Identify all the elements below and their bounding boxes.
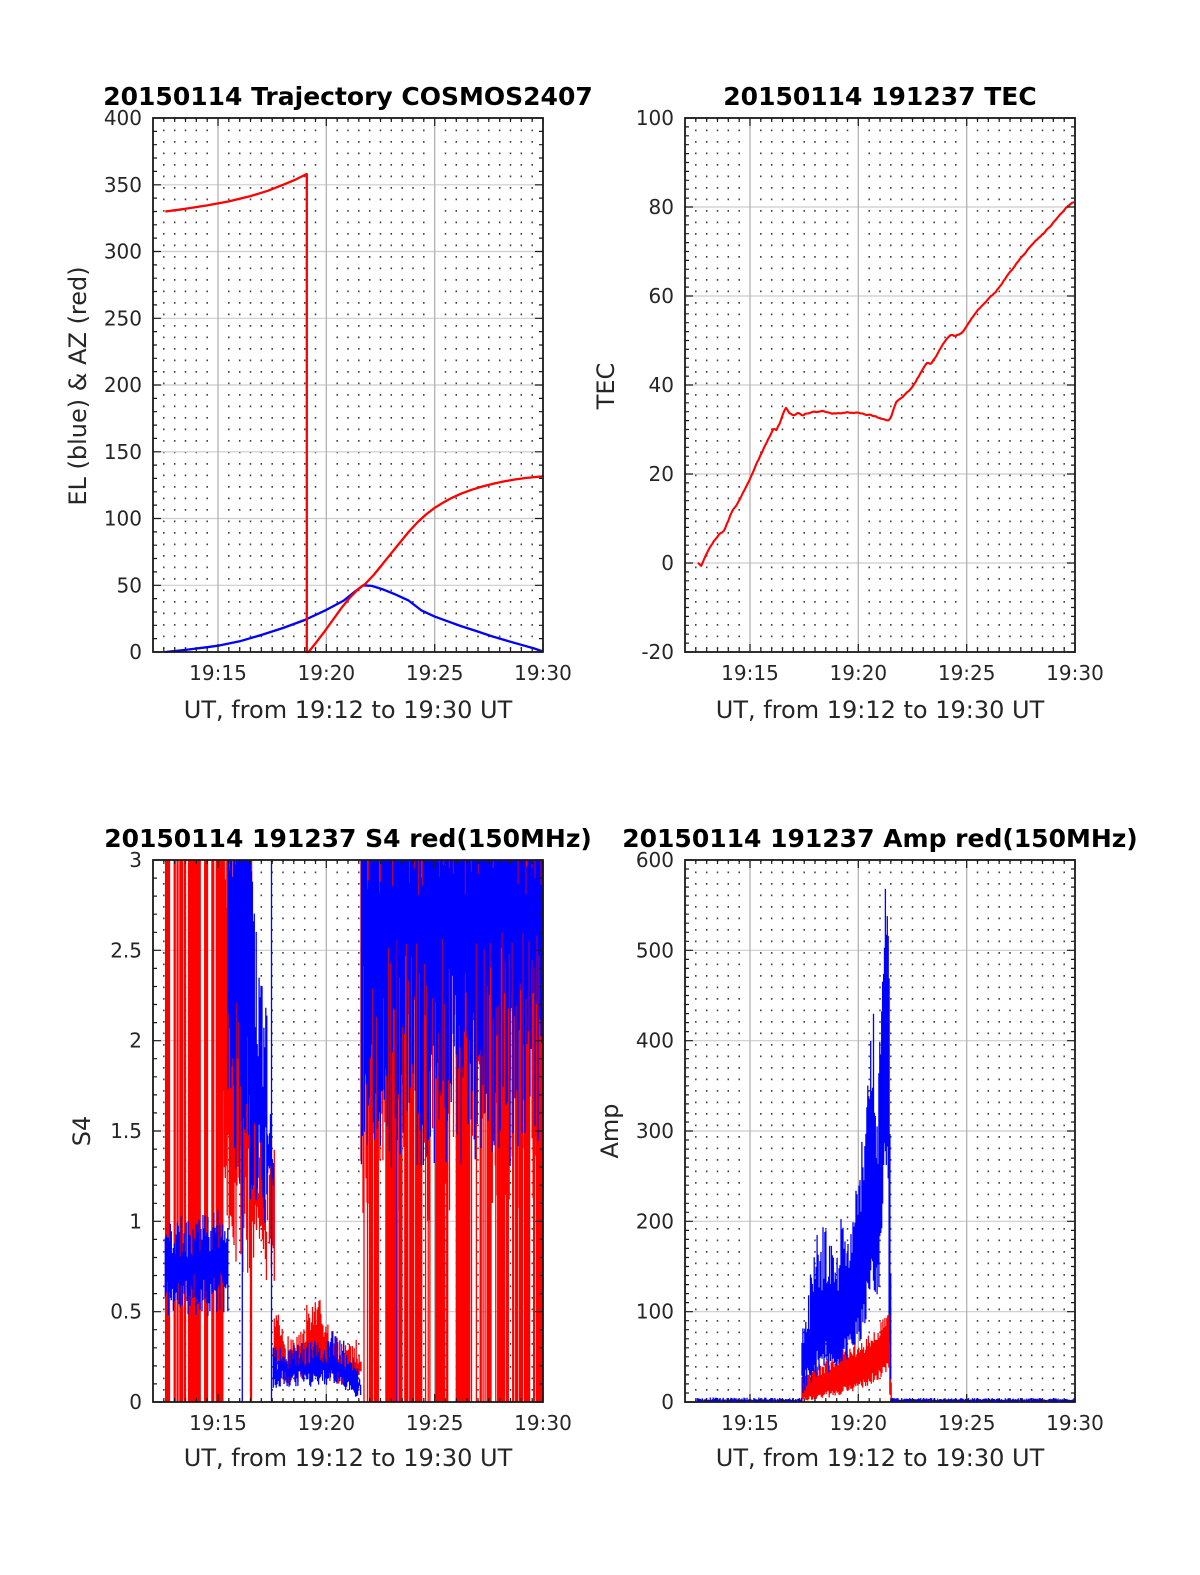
- y-tick-label: 200: [636, 1209, 674, 1233]
- y-tick-label: 600: [636, 848, 674, 872]
- y-axis-label-tec: TEC: [592, 362, 620, 410]
- x-tick-label: 19:20: [298, 661, 356, 685]
- panel-tec: 19:15 19:20 19:25 19:30 -20 0 20 40 60 80 100: [636, 106, 1104, 685]
- series-TEC-red: [697, 201, 1075, 567]
- series-EL-blue: [165, 584, 544, 654]
- y-tick-label: 2.5: [110, 938, 142, 962]
- panel-trajectory: 19:15 19:20 19:25 19:30 0 50 100 150 200 250 300 35…: [104, 106, 572, 685]
- y-tick-label: 300: [104, 240, 142, 264]
- y-tick-label: 250: [104, 306, 142, 330]
- y-tick-label: 400: [104, 106, 142, 130]
- y-axis-label-s4: S4: [68, 1115, 96, 1147]
- chart-title-s4: 20150114 191237 S4 red(150MHz): [104, 824, 592, 853]
- y-axis-label-amp: Amp: [596, 1103, 624, 1159]
- x-tick-label: 19:25: [406, 1411, 464, 1435]
- x-tick-label: 19:15: [721, 661, 779, 685]
- y-tick-label: 1.5: [110, 1119, 142, 1143]
- x-tick-label: 19:20: [830, 661, 888, 685]
- panel-amp: 19:15 19:20 19:25 19:30 0 100 200 300 400 500 600: [636, 848, 1104, 1435]
- y-tick-label: 0: [661, 551, 674, 575]
- x-axis-label-tec: UT, from 19:12 to 19:30 UT: [715, 696, 1045, 724]
- x-tick-label: 19:30: [514, 661, 572, 685]
- y-tick-label: 80: [649, 195, 674, 219]
- x-axis-label-s4: UT, from 19:12 to 19:30 UT: [183, 1444, 513, 1472]
- x-tick-label: 19:30: [514, 1411, 572, 1435]
- y-tick-label: 100: [636, 106, 674, 130]
- y-tick-label: 0: [661, 1390, 674, 1414]
- x-axis-label-amp: UT, from 19:12 to 19:30 UT: [715, 1444, 1045, 1472]
- grid-major-x: [217, 118, 436, 652]
- x-tick-label: 19:25: [938, 1411, 996, 1435]
- axis-ticks: [153, 859, 544, 1403]
- y-tick-label: 2: [129, 1029, 142, 1053]
- y-tick-label: 40: [649, 373, 674, 397]
- y-tick-label: 3: [129, 848, 142, 872]
- axis-ticks: [685, 859, 1076, 1403]
- x-tick-label: 19:25: [406, 661, 464, 685]
- x-tick-label: 19:30: [1046, 1411, 1104, 1435]
- x-tick-label: 19:30: [1046, 661, 1104, 685]
- grid-horizontal: [153, 949, 543, 1313]
- y-tick-label: 0: [129, 640, 142, 664]
- grid-horizontal: [153, 184, 543, 586]
- series-AZ-red: [165, 172, 544, 654]
- axis-ticks: [685, 117, 1076, 653]
- x-tick-label: 19:25: [938, 661, 996, 685]
- grid-major-x: [749, 118, 968, 652]
- y-tick-label: 0.5: [110, 1300, 142, 1324]
- y-tick-label: 350: [104, 173, 142, 197]
- chart-title-tec: 20150114 191237 TEC: [723, 82, 1037, 111]
- y-tick-label: 50: [117, 573, 142, 597]
- y-tick-label: 1: [129, 1209, 142, 1233]
- x-tick-label: 19:15: [189, 661, 247, 685]
- panel-s4: 19:15 19:20 19:25 19:30 0 0.5 1 1.5 2 2.5 3: [110, 848, 572, 1435]
- y-tick-label: 100: [636, 1300, 674, 1324]
- axis-ticks: [153, 117, 544, 653]
- y-tick-label: 60: [649, 284, 674, 308]
- series-Amp-red-150MHz: [696, 1314, 1076, 1402]
- grid-horizontal: [685, 206, 1075, 564]
- y-tick-label: 300: [636, 1119, 674, 1143]
- y-tick-label: 500: [636, 938, 674, 962]
- x-axis-label-trajectory: UT, from 19:12 to 19:30 UT: [183, 696, 513, 724]
- series-S4-blue: [164, 860, 544, 1402]
- chart-title-amp: 20150114 191237 Amp red(150MHz): [622, 824, 1138, 853]
- y-tick-label: 100: [104, 507, 142, 531]
- y-tick-label: 20: [649, 462, 674, 486]
- y-tick-label: 200: [104, 373, 142, 397]
- y-tick-label: 400: [636, 1029, 674, 1053]
- x-tick-label: 19:20: [830, 1411, 888, 1435]
- x-tick-label: 19:15: [721, 1411, 779, 1435]
- y-axis-label-trajectory: EL (blue) & AZ (red): [64, 266, 92, 506]
- x-tick-label: 19:20: [298, 1411, 356, 1435]
- x-tick-label: 19:15: [189, 1411, 247, 1435]
- y-tick-label: 150: [104, 440, 142, 464]
- y-tick-label: 0: [129, 1390, 142, 1414]
- chart-title-trajectory: 20150114 Trajectory COSMOS2407: [103, 82, 593, 111]
- y-tick-label: -20: [641, 640, 674, 664]
